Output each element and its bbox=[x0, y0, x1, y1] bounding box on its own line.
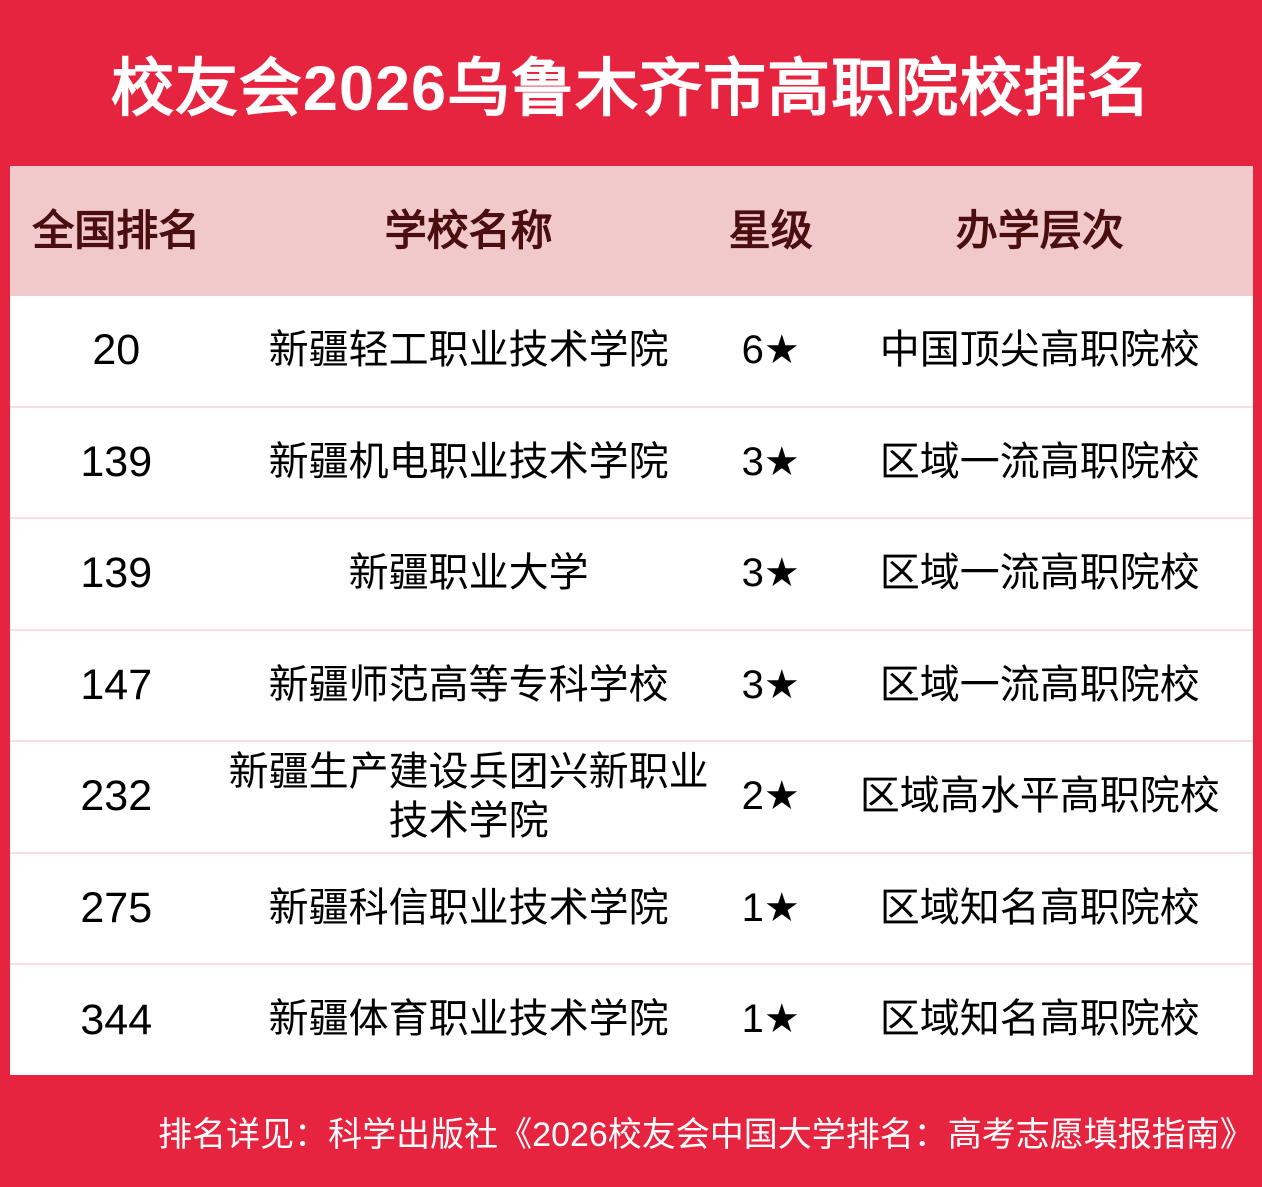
level-cell: 区域一流高职院校 bbox=[879, 662, 1200, 707]
table-row: 147 新疆师范高等专科学校 3★ 区域一流高职院校 bbox=[10, 628, 1253, 741]
star-cell: 1★ bbox=[741, 885, 800, 930]
level-cell: 区域一流高职院校 bbox=[879, 439, 1200, 484]
table-row: 344 新疆体育职业技术学院 1★ 区域知名高职院校 bbox=[10, 963, 1253, 1075]
rank-cell: 344 bbox=[80, 995, 153, 1044]
column-header-school: 学校名称 bbox=[384, 206, 553, 254]
school-cell: 新疆轻工职业技术学院 bbox=[268, 327, 669, 372]
star-cell: 2★ bbox=[741, 774, 800, 819]
rank-cell: 275 bbox=[80, 884, 153, 933]
column-header-star: 星级 bbox=[728, 206, 813, 254]
star-cell: 3★ bbox=[741, 662, 800, 707]
table-row: 275 新疆科信职业技术学院 1★ 区域知名高职院校 bbox=[10, 851, 1253, 964]
star-cell: 1★ bbox=[741, 997, 800, 1042]
title-bar: 校友会2026乌鲁木齐市高职院校排名 bbox=[0, 0, 1262, 166]
star-cell: 6★ bbox=[741, 327, 800, 372]
table-header-row: 全国排名 学校名称 星级 办学层次 bbox=[10, 166, 1253, 296]
rank-cell: 147 bbox=[80, 660, 153, 709]
school-cell: 新疆科信职业技术学院 bbox=[268, 885, 669, 930]
school-cell: 新疆生产建设兵团兴新职业技术学院 bbox=[228, 749, 709, 844]
star-cell: 3★ bbox=[741, 551, 800, 596]
table-body: 20 新疆轻工职业技术学院 6★ 中国顶尖高职院校 139 新疆机电职业技术学院… bbox=[10, 296, 1253, 1075]
ranking-table: 全国排名 学校名称 星级 办学层次 20 新疆轻工职业技术学院 6★ 中国顶尖高… bbox=[10, 166, 1253, 1075]
footer-bar: 排名详见：科学出版社《2026校友会中国大学排名：高考志愿填报指南》 bbox=[0, 1075, 1262, 1187]
table-row: 20 新疆轻工职业技术学院 6★ 中国顶尖高职院校 bbox=[10, 296, 1253, 406]
column-header-rank: 全国排名 bbox=[32, 206, 201, 254]
table-row: 232 新疆生产建设兵团兴新职业技术学院 2★ 区域高水平高职院校 bbox=[10, 740, 1253, 852]
rank-cell: 139 bbox=[80, 549, 153, 598]
rank-cell: 20 bbox=[92, 326, 141, 375]
rank-cell: 232 bbox=[80, 772, 153, 821]
footer-note: 排名详见：科学出版社《2026校友会中国大学排名：高考志愿填报指南》 bbox=[158, 1115, 1254, 1154]
school-cell: 新疆体育职业技术学院 bbox=[268, 997, 669, 1042]
school-cell: 新疆机电职业技术学院 bbox=[268, 439, 669, 484]
level-cell: 区域一流高职院校 bbox=[879, 551, 1200, 596]
table-row: 139 新疆职业大学 3★ 区域一流高职院校 bbox=[10, 517, 1253, 629]
level-cell: 区域知名高职院校 bbox=[879, 885, 1200, 930]
school-cell: 新疆师范高等专科学校 bbox=[268, 662, 669, 707]
page-title: 校友会2026乌鲁木齐市高职院校排名 bbox=[110, 53, 1152, 124]
level-cell: 区域知名高职院校 bbox=[879, 997, 1200, 1042]
school-cell: 新疆职业大学 bbox=[348, 551, 589, 596]
level-cell: 区域高水平高职院校 bbox=[859, 774, 1220, 819]
table-row: 139 新疆机电职业技术学院 3★ 区域一流高职院校 bbox=[10, 405, 1253, 518]
level-cell: 中国顶尖高职院校 bbox=[879, 327, 1200, 372]
rank-cell: 139 bbox=[80, 437, 153, 486]
column-header-level: 办学层次 bbox=[955, 206, 1124, 254]
star-cell: 3★ bbox=[741, 439, 800, 484]
